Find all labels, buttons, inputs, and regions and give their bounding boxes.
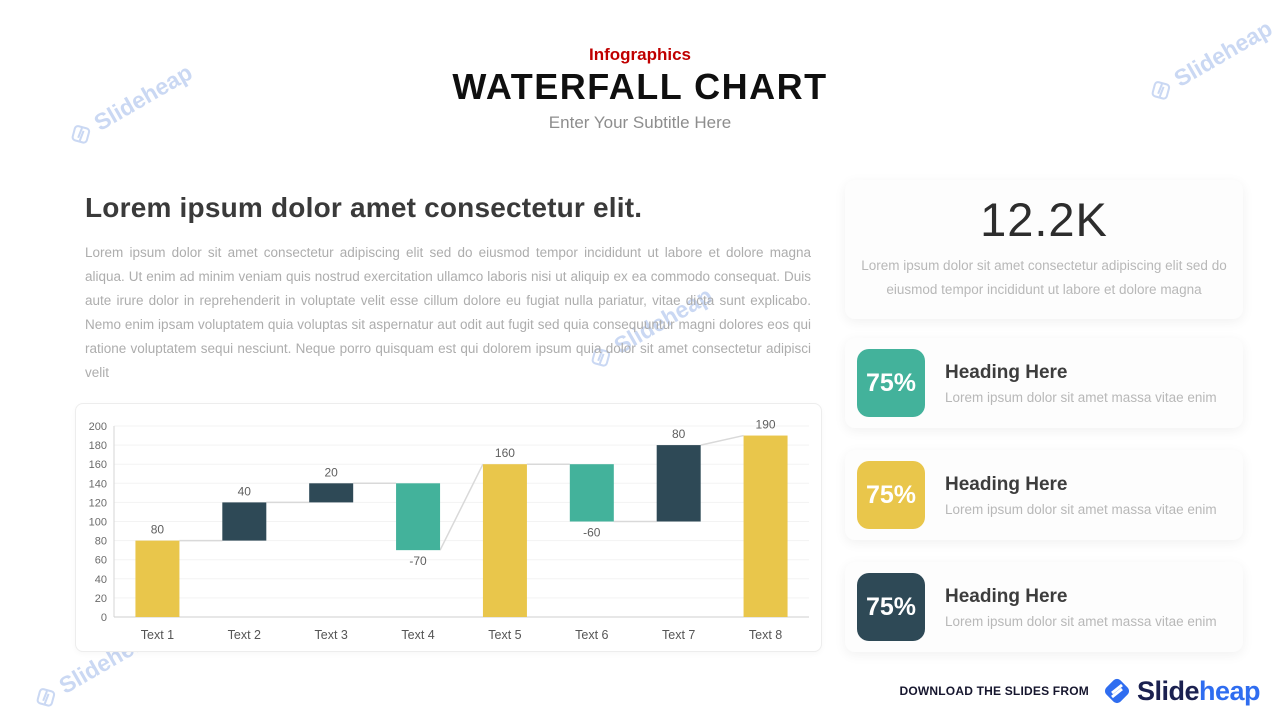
chart-bar <box>309 483 354 503</box>
card-text: Lorem ipsum dolor sit amet massa vitae e… <box>945 501 1217 517</box>
chart-data-label: 20 <box>325 465 339 479</box>
y-tick-label: 180 <box>89 440 107 452</box>
y-tick-label: 20 <box>95 593 107 605</box>
chart-data-label: 160 <box>495 446 515 460</box>
card-heading: Heading Here <box>945 361 1068 383</box>
chart-bar <box>656 445 701 522</box>
chart-data-label: 190 <box>756 418 776 432</box>
info-card-3: 75% Heading Here Lorem ipsum dolor sit a… <box>845 562 1243 652</box>
page-subtitle: Enter Your Subtitle Here <box>548 113 732 132</box>
percent-badge: 75% <box>857 461 925 529</box>
stat-card: 12.2K Lorem ipsum dolor sit amet consect… <box>845 180 1243 319</box>
chart-bar <box>222 502 267 541</box>
brand-text-heap: heap <box>1198 675 1261 706</box>
x-category-label: Text 3 <box>315 628 348 642</box>
footer: DOWNLOAD THE SLIDES FROM Slideheap <box>899 675 1260 707</box>
slide-header: Infographics WATERFALL CHART Enter Your … <box>0 45 1280 134</box>
chart-data-label: 80 <box>672 427 686 441</box>
y-tick-label: 120 <box>89 497 107 509</box>
y-tick-label: 40 <box>95 574 107 586</box>
section-heading: Lorem ipsum dolor amet consectetur elit. <box>85 192 643 223</box>
page-title: WATERFALL CHART <box>452 66 828 107</box>
chart-bar <box>396 483 441 551</box>
card-heading: Heading Here <box>945 473 1068 495</box>
brand-text-slide: Slide <box>1136 675 1200 706</box>
chart-bar <box>569 464 614 522</box>
percent-badge: 75% <box>857 349 925 417</box>
x-category-label: Text 8 <box>749 628 782 642</box>
stat-big-number: 12.2K <box>980 193 1108 246</box>
chart-bar <box>743 435 788 617</box>
x-category-label: Text 5 <box>488 628 521 642</box>
stat-description: Lorem ipsum dolor sit amet consectetur a… <box>861 258 1227 297</box>
slideheap-logo[interactable]: Slideheap <box>1101 675 1261 707</box>
info-card-1: 75% Heading Here Lorem ipsum dolor sit a… <box>845 338 1243 428</box>
section-paragraph: Lorem ipsum dolor sit amet consectetur a… <box>85 245 811 380</box>
card-text: Lorem ipsum dolor sit amet massa vitae e… <box>945 389 1217 405</box>
chart-data-label: -70 <box>409 554 427 568</box>
percent-badge: 75% <box>857 573 925 641</box>
y-tick-label: 0 <box>101 612 107 624</box>
connector-line <box>700 434 744 446</box>
chart-data-label: -60 <box>583 526 601 540</box>
connector-line <box>439 463 484 551</box>
slideheap-logo-icon <box>1104 678 1130 704</box>
y-tick-label: 60 <box>95 555 107 567</box>
y-tick-label: 200 <box>89 421 107 433</box>
waterfall-chart-card: 0 20 40 60 80 100 120 140 160 180 200 80 Text 1 40 Tex… <box>75 403 822 652</box>
card-heading: Heading Here <box>945 585 1068 607</box>
info-card-2: 75% Heading Here Lorem ipsum dolor sit a… <box>845 450 1243 540</box>
footer-label: DOWNLOAD THE SLIDES FROM <box>899 684 1089 698</box>
chart-bar <box>482 464 527 617</box>
y-tick-label: 80 <box>95 536 107 548</box>
chart-data-label: 40 <box>238 484 252 498</box>
y-tick-label: 100 <box>89 517 107 529</box>
x-category-label: Text 2 <box>228 628 261 642</box>
waterfall-chart: 0 20 40 60 80 100 120 140 160 180 200 80 Text 1 40 Tex… <box>76 404 821 651</box>
chart-data-label: 80 <box>151 523 165 537</box>
eyebrow-label: Infographics <box>588 45 691 64</box>
x-category-label: Text 7 <box>662 628 695 642</box>
x-category-label: Text 4 <box>401 628 434 642</box>
chart-bar <box>135 540 180 617</box>
x-category-label: Text 1 <box>141 628 174 642</box>
y-tick-label: 140 <box>89 478 107 490</box>
slideheap-watermark-icon <box>36 687 55 707</box>
x-category-label: Text 6 <box>575 628 608 642</box>
card-text: Lorem ipsum dolor sit amet massa vitae e… <box>945 613 1217 629</box>
y-tick-label: 160 <box>89 459 107 471</box>
